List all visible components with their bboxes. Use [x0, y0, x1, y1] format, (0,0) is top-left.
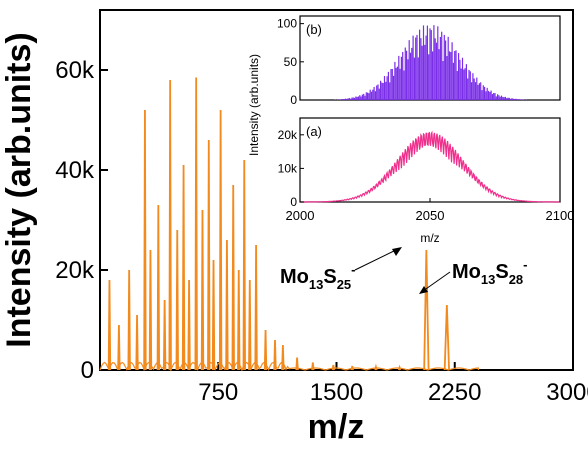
- main-spectrum: [99, 77, 479, 372]
- spectrum-peak: [423, 249, 430, 371]
- annotation-mo13s25: Mo13S25-: [280, 247, 402, 292]
- spectrum-peak: [273, 339, 277, 371]
- spectrum-peak: [211, 259, 216, 371]
- inset-a-axis-ticks: 0 10k 20k 2000 2050 2100: [278, 128, 575, 223]
- main-y-tick-label: 60k: [55, 57, 95, 84]
- inset-y-tick-label: 10k: [278, 161, 298, 175]
- spectrum-peak: [248, 279, 252, 371]
- main-x-tick-label: 1500: [310, 379, 363, 406]
- spectrum-peak: [143, 109, 147, 371]
- spectrum-peak: [263, 329, 268, 371]
- main-x-tick-label: 2250: [428, 379, 481, 406]
- annotation-mo13s28: Mo13S28-: [419, 257, 528, 294]
- spectrum-peak: [162, 299, 167, 371]
- spectrum-peak: [181, 164, 186, 371]
- spectrum-peak: [135, 314, 139, 371]
- spectrum-peak: [107, 279, 112, 371]
- spectrum-peak: [194, 77, 198, 371]
- inset-b-spectrum: [334, 25, 527, 100]
- inset-y-axis-label: Intensity (arb.units): [247, 54, 261, 156]
- svg-text:Mo13S25-: Mo13S25-: [280, 262, 356, 292]
- spectrum-peak: [331, 364, 336, 371]
- inset-y-tick-label: 100: [277, 17, 297, 31]
- main-y-axis-label: Intensity (arb.units): [0, 32, 38, 347]
- spectrum-peak: [397, 364, 402, 371]
- inset-x-tick-label: 2050: [416, 208, 445, 223]
- spectrum-peak: [168, 79, 172, 371]
- spectrum-peak: [237, 269, 241, 371]
- inset-y-tick-label: 50: [284, 55, 298, 69]
- spectrum-peak: [175, 229, 179, 371]
- inset-a-frame: [299, 117, 561, 203]
- inset-y-tick-label: 0: [290, 195, 297, 209]
- spectrum-peak: [127, 269, 131, 371]
- spectrum-peak: [350, 365, 354, 371]
- spectrum-peak: [242, 159, 246, 371]
- inset-b-axis-ticks: 0 50 100: [277, 17, 304, 107]
- main-y-tick-label: 20k: [55, 257, 95, 284]
- spectrum-peak: [311, 362, 315, 371]
- spectrum-peak: [187, 279, 191, 371]
- spectrum-peak: [207, 139, 211, 371]
- main-x-tick-label: 750: [198, 379, 238, 406]
- spectrum-peak: [200, 209, 205, 371]
- spectrum-peak: [218, 109, 223, 371]
- inset-x-tick-label: 2000: [286, 208, 315, 223]
- inset-a-panel-label: (a): [306, 124, 322, 139]
- svg-text:Mo13S28-: Mo13S28-: [452, 257, 528, 287]
- spectrum-peak: [231, 184, 235, 371]
- spectrum-peak: [374, 363, 378, 371]
- inset-a-line: [300, 130, 560, 203]
- spectrum-peak: [148, 249, 153, 371]
- inset-y-tick-label: 0: [290, 93, 297, 107]
- inset-y-tick-label: 20k: [278, 128, 298, 142]
- inset-x-tick-label: 2100: [546, 208, 575, 223]
- spectrum-peak: [156, 204, 161, 371]
- spectrum-peak: [117, 324, 121, 371]
- inset-a-spectrum: [300, 130, 560, 203]
- spectrum-peak: [254, 244, 258, 371]
- main-x-axis-label: m/z: [308, 408, 365, 445]
- main-y-tick-label: 40k: [55, 157, 95, 184]
- spectrum-peak: [295, 357, 299, 371]
- spectrum-peak: [225, 239, 229, 371]
- inset-x-axis-label: m/z: [420, 231, 439, 245]
- spectrum-peak: [443, 304, 450, 371]
- spectrum-peak: [281, 344, 285, 371]
- main-y-tick-label: 0: [81, 357, 94, 384]
- inset-b-panel-label: (b): [306, 22, 322, 37]
